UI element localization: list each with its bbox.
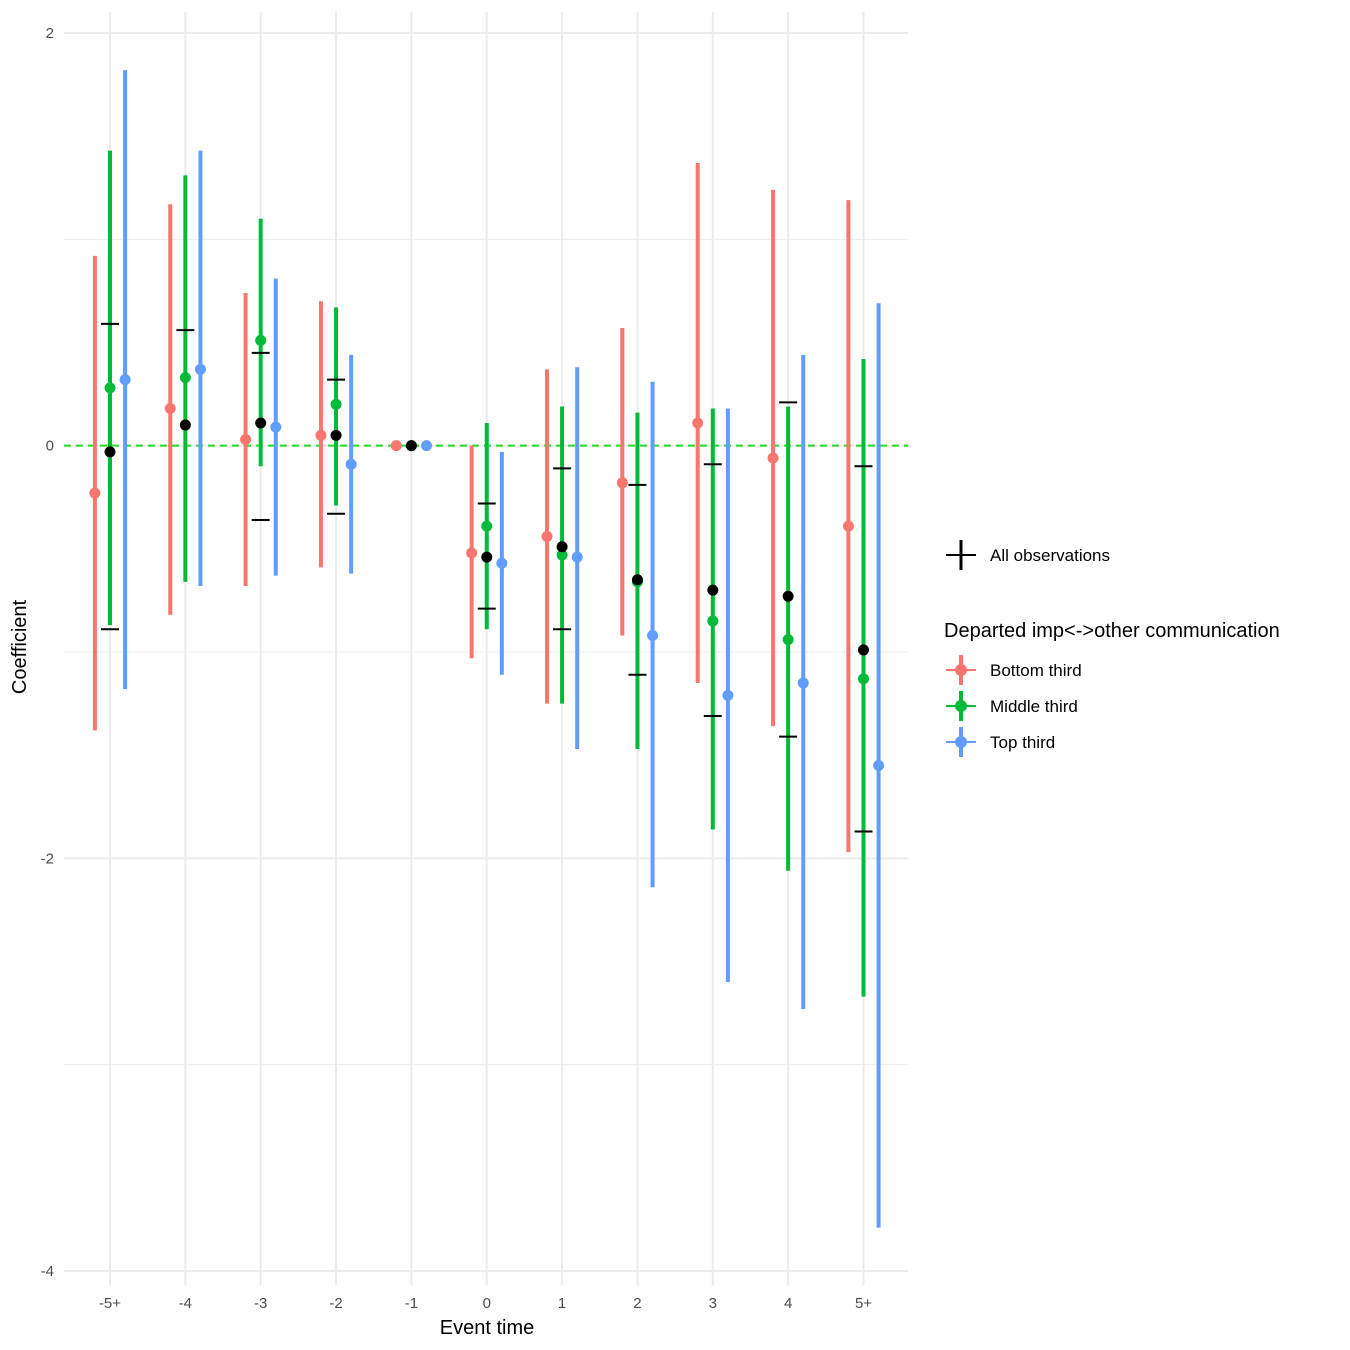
estimate-point xyxy=(240,433,252,445)
legend-item-top-third: Top third xyxy=(946,727,1055,757)
overall-point xyxy=(556,541,568,553)
overall-point xyxy=(179,419,191,431)
legend-key-point xyxy=(955,664,967,676)
x-tick-label: -3 xyxy=(254,1295,267,1312)
axis-labels: -4 -2 0 2 -5+ -4 -3 -2 -1 0 1 2 3 4 5+ xyxy=(41,25,873,1312)
estimate-point xyxy=(270,421,282,433)
legend-key-point xyxy=(955,736,967,748)
estimate-point xyxy=(255,334,267,346)
estimate-point xyxy=(179,372,191,384)
estimate-point xyxy=(466,547,478,559)
estimate-point xyxy=(797,677,809,689)
x-tick-label: -1 xyxy=(405,1295,418,1312)
grid-lines xyxy=(64,12,908,1285)
estimate-point xyxy=(692,417,704,429)
legend-series-keys: Bottom third Middle third Top third xyxy=(946,655,1082,757)
y-tick-label: -4 xyxy=(41,1263,54,1280)
x-tick-label: -2 xyxy=(329,1295,342,1312)
estimate-point xyxy=(481,520,493,532)
series-top-third xyxy=(119,70,885,1228)
overall-point xyxy=(481,551,493,563)
estimate-point xyxy=(390,440,402,452)
estimate-point xyxy=(647,629,659,641)
y-axis-title: Coefficient xyxy=(9,599,31,694)
overall-point xyxy=(782,590,794,602)
x-tick-label: 1 xyxy=(558,1295,566,1312)
estimate-point xyxy=(421,440,432,452)
estimate-point xyxy=(541,530,553,542)
x-axis-title: Event time xyxy=(440,1317,534,1339)
estimate-point xyxy=(315,429,327,441)
overall-point xyxy=(405,440,417,452)
series-marks xyxy=(89,70,885,1228)
legend-overall-label: All observations xyxy=(990,546,1110,565)
estimate-point xyxy=(571,551,583,563)
legend: All observations Departed imp<->other co… xyxy=(944,540,1280,757)
y-tick-label: 0 xyxy=(46,438,54,455)
legend-item-label: Middle third xyxy=(990,697,1078,716)
legend-key-point xyxy=(955,700,967,712)
legend-item-bottom-third: Bottom third xyxy=(946,655,1082,685)
estimate-point xyxy=(842,520,854,532)
estimate-point xyxy=(119,374,131,386)
estimate-point xyxy=(164,403,176,415)
overall-point xyxy=(255,417,267,429)
estimate-point xyxy=(330,398,342,410)
x-tick-label: 3 xyxy=(709,1295,717,1312)
estimate-point xyxy=(722,689,734,701)
overall-point xyxy=(330,429,342,441)
estimate-point xyxy=(782,634,794,646)
legend-overall-key xyxy=(946,540,976,570)
estimate-point xyxy=(707,615,719,627)
y-tick-label: -2 xyxy=(41,850,54,867)
overall-point xyxy=(631,574,643,586)
x-tick-label: 5+ xyxy=(855,1295,872,1312)
x-tick-label: -4 xyxy=(179,1295,192,1312)
legend-title: Departed imp<->other communication xyxy=(944,620,1280,642)
legend-item-middle-third: Middle third xyxy=(946,691,1078,721)
legend-item-label: Top third xyxy=(990,733,1055,752)
estimate-point xyxy=(767,452,779,464)
legend-item-label: Bottom third xyxy=(990,661,1082,680)
overall-marks xyxy=(101,322,873,833)
overall-point xyxy=(104,446,116,458)
estimate-point xyxy=(873,759,885,771)
estimate-point xyxy=(345,458,357,470)
estimate-point xyxy=(496,557,508,569)
x-tick-label: -5+ xyxy=(99,1295,121,1312)
y-tick-label: 2 xyxy=(46,25,54,42)
overall-point xyxy=(858,644,869,656)
x-tick-label: 0 xyxy=(483,1295,491,1312)
estimate-point xyxy=(616,477,628,489)
overall-point xyxy=(707,584,719,596)
estimate-point xyxy=(858,673,869,685)
estimate-point xyxy=(104,382,116,394)
series-bottom-third xyxy=(89,162,854,853)
estimate-point xyxy=(194,363,206,375)
estimate-point xyxy=(556,549,568,561)
estimate-point xyxy=(89,487,101,499)
x-tick-label: 2 xyxy=(633,1295,641,1312)
x-tick-label: 4 xyxy=(784,1295,792,1312)
